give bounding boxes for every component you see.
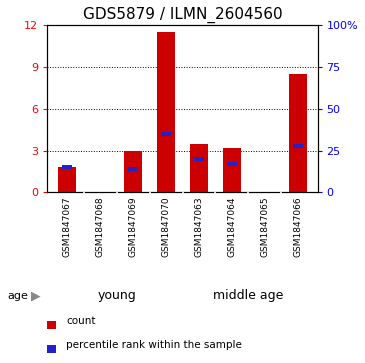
- Text: age: age: [7, 291, 28, 301]
- Bar: [223, 148, 241, 192]
- Text: GSM1847066: GSM1847066: [293, 196, 302, 257]
- Bar: [157, 32, 175, 192]
- Bar: [128, 167, 138, 171]
- Title: GDS5879 / ILMN_2604560: GDS5879 / ILMN_2604560: [83, 7, 282, 23]
- Bar: [194, 157, 204, 161]
- Bar: [190, 144, 208, 192]
- Text: count: count: [66, 317, 96, 326]
- Text: young: young: [97, 289, 136, 302]
- Bar: [47, 345, 55, 353]
- Bar: [62, 166, 72, 169]
- Text: ▶: ▶: [31, 289, 41, 302]
- Bar: [124, 151, 142, 192]
- Bar: [289, 74, 307, 192]
- Text: GSM1847067: GSM1847067: [63, 196, 72, 257]
- Text: GSM1847068: GSM1847068: [96, 196, 105, 257]
- Bar: [47, 321, 55, 329]
- Bar: [227, 162, 237, 166]
- Text: GSM1847065: GSM1847065: [260, 196, 269, 257]
- Bar: [58, 167, 76, 192]
- Text: GSM1847070: GSM1847070: [162, 196, 170, 257]
- Text: GSM1847064: GSM1847064: [227, 196, 237, 257]
- Bar: [293, 144, 303, 148]
- Text: middle age: middle age: [213, 289, 284, 302]
- Text: GSM1847063: GSM1847063: [195, 196, 203, 257]
- Bar: [161, 132, 171, 136]
- Text: GSM1847069: GSM1847069: [128, 196, 138, 257]
- Text: percentile rank within the sample: percentile rank within the sample: [66, 340, 242, 350]
